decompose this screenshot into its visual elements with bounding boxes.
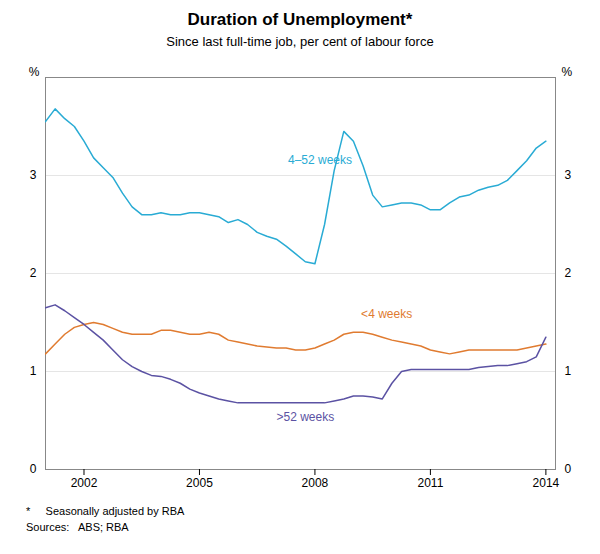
- html-text:Since last full-time job, per: Since last full-time job, per cent of la…: [166, 34, 434, 49]
- svg-text:2014: 2014: [533, 476, 560, 490]
- html-text:Sources: ABS; RBA: Sources: ABS; RBA: [26, 521, 129, 533]
- svg-text:>52 weeks: >52 weeks: [276, 410, 334, 424]
- svg-text:0: 0: [565, 462, 572, 476]
- svg-text:3: 3: [565, 168, 572, 182]
- svg-text:1: 1: [565, 364, 572, 378]
- svg-text:2005: 2005: [186, 476, 213, 490]
- svg-text:3: 3: [30, 168, 37, 182]
- svg-text:2008: 2008: [302, 476, 329, 490]
- svg-text:%: %: [562, 65, 573, 79]
- svg-text:2: 2: [565, 266, 572, 280]
- svg-text:%: %: [29, 65, 40, 79]
- html-text:Duration of Unemployment*: Duration of Unemployment*: [187, 10, 413, 29]
- svg-text:2011: 2011: [417, 476, 443, 490]
- svg-text:<4 weeks: <4 weeks: [361, 307, 412, 321]
- svg-text:2: 2: [30, 266, 37, 280]
- html-text:* Seasonally adjusted by RBA: * Seasonally adjusted by RBA: [26, 505, 185, 517]
- svg-text:2002: 2002: [71, 476, 98, 490]
- svg-text:4–52 weeks: 4–52 weeks: [288, 153, 352, 167]
- svg-text:0: 0: [30, 462, 37, 476]
- svg-text:1: 1: [30, 364, 37, 378]
